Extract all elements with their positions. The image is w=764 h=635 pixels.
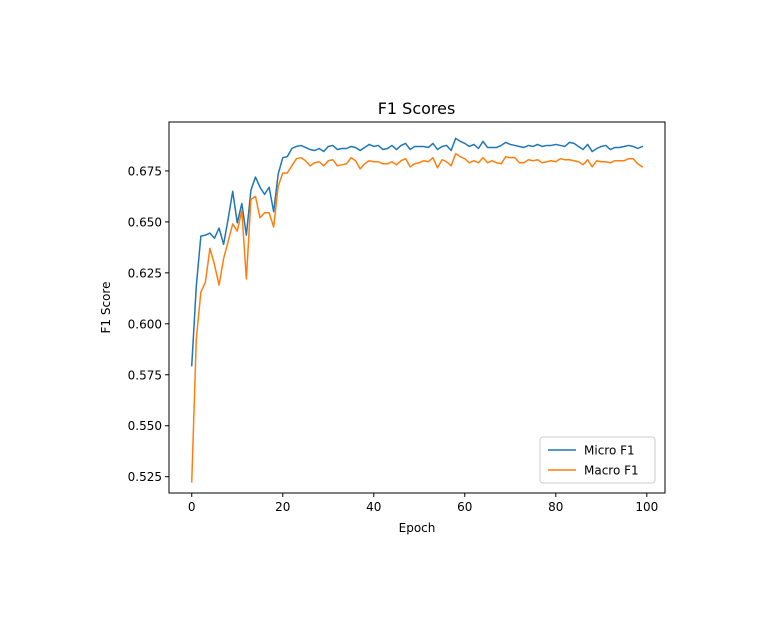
legend: Micro F1 Macro F1 — [539, 436, 656, 484]
x-axis-label: Epoch — [399, 521, 436, 535]
y-tick-label: 0.600 — [128, 317, 162, 331]
y-axis-label: F1 Score — [99, 282, 113, 334]
series-layer — [190, 137, 644, 483]
y-tick-label: 0.650 — [128, 215, 162, 229]
x-tick-label: 0 — [188, 500, 196, 514]
series-line-macro-f1 — [190, 152, 644, 483]
axes-frame — [168, 121, 666, 494]
x-tick-label: 20 — [275, 500, 290, 514]
x-tick-label: 40 — [366, 500, 381, 514]
ticks-layer: 0 20 40 60 80 100 0.525 0.550 0.575 0.600 0.625 0.6… — [128, 164, 659, 514]
legend-label: Micro F1 — [584, 444, 635, 458]
chart-title: F1 Scores — [378, 99, 456, 118]
x-tick-label: 80 — [548, 500, 563, 514]
x-tick-label: 60 — [457, 500, 472, 514]
y-tick-label: 0.550 — [128, 419, 162, 433]
y-tick-label: 0.625 — [128, 266, 162, 280]
y-tick-label: 0.675 — [128, 164, 162, 178]
series-line-micro-f1 — [190, 137, 644, 367]
y-tick-label: 0.575 — [128, 368, 162, 382]
x-tick-label: 100 — [635, 500, 658, 514]
y-tick-label: 0.525 — [128, 470, 162, 484]
legend-box — [539, 436, 656, 484]
legend-label: Macro F1 — [584, 464, 639, 478]
